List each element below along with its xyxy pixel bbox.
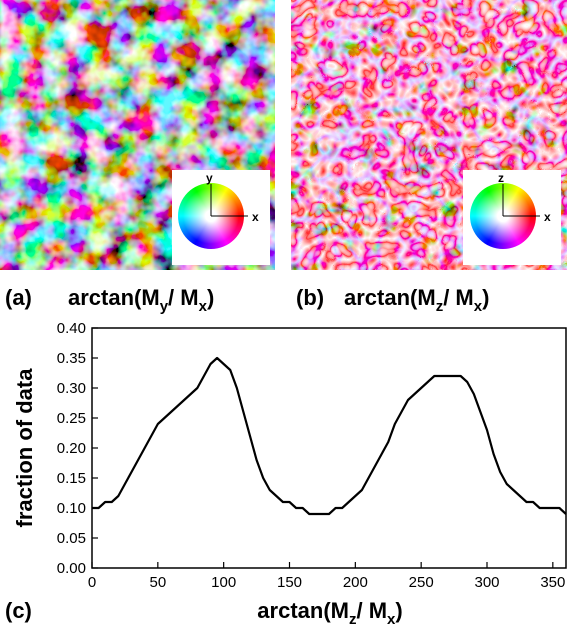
- caption-part: / M: [443, 285, 474, 310]
- x-tick-label: 300: [474, 574, 499, 591]
- panel-label: (a): [5, 285, 32, 310]
- x-tick-label: 50: [149, 574, 166, 591]
- panel-label: (c): [5, 598, 32, 623]
- inset-label: x: [252, 210, 259, 224]
- panel-b: z x (b) arctan(Mz/ Mx): [291, 0, 567, 315]
- caption-part: ): [207, 285, 214, 310]
- subscript: x: [387, 611, 396, 628]
- x-tick-label: 350: [540, 574, 565, 591]
- caption: arctan(My/ Mx): [68, 285, 214, 315]
- y-tick-label: 0.00: [57, 560, 86, 577]
- panel-a: y x (a) arctan(My/ Mx): [0, 0, 275, 315]
- subscript: z: [349, 611, 357, 628]
- x-tick-label: 250: [409, 574, 434, 591]
- y-tick-label: 0.25: [57, 410, 86, 427]
- subscript: y: [160, 298, 169, 315]
- caption-part: arctan(M: [344, 285, 436, 310]
- caption-part: / M: [356, 598, 387, 623]
- caption-part: arctan(M: [68, 285, 160, 310]
- caption-part: ): [482, 285, 489, 310]
- caption-part: ): [395, 598, 402, 623]
- x-tick-label: 100: [211, 574, 236, 591]
- inset-label: y: [206, 171, 213, 185]
- caption-part: / M: [168, 285, 199, 310]
- y-tick-label: 0.30: [57, 380, 86, 397]
- y-tick-label: 0.20: [57, 440, 86, 457]
- y-tick-label: 0.10: [57, 500, 86, 517]
- inset-label: x: [544, 210, 551, 224]
- subscript: z: [436, 298, 444, 315]
- x-tick-label: 0: [88, 574, 96, 591]
- y-tick-label: 0.15: [57, 470, 86, 487]
- plot-frame: [91, 327, 567, 569]
- y-tick-label: 0.35: [57, 350, 86, 367]
- caption: arctan(Mz/ Mx): [344, 285, 489, 315]
- y-tick-label: 0.40: [57, 320, 86, 337]
- x-axis-title: arctan(Mz/ Mx): [257, 598, 402, 628]
- x-tick-label: 200: [343, 574, 368, 591]
- x-tick-label: 150: [277, 574, 302, 591]
- inset-label: z: [498, 171, 504, 185]
- y-tick-label: 0.05: [57, 530, 86, 547]
- subscript: x: [199, 298, 208, 315]
- panel-label: (b): [296, 285, 324, 310]
- subscript: x: [474, 298, 483, 315]
- chart: (c) arctan(Mz/ Mx) fraction of data 0.00…: [5, 320, 567, 628]
- y-axis-title: fraction of data: [12, 368, 37, 528]
- caption-part: arctan(M: [257, 598, 349, 623]
- data-line: [92, 356, 567, 516]
